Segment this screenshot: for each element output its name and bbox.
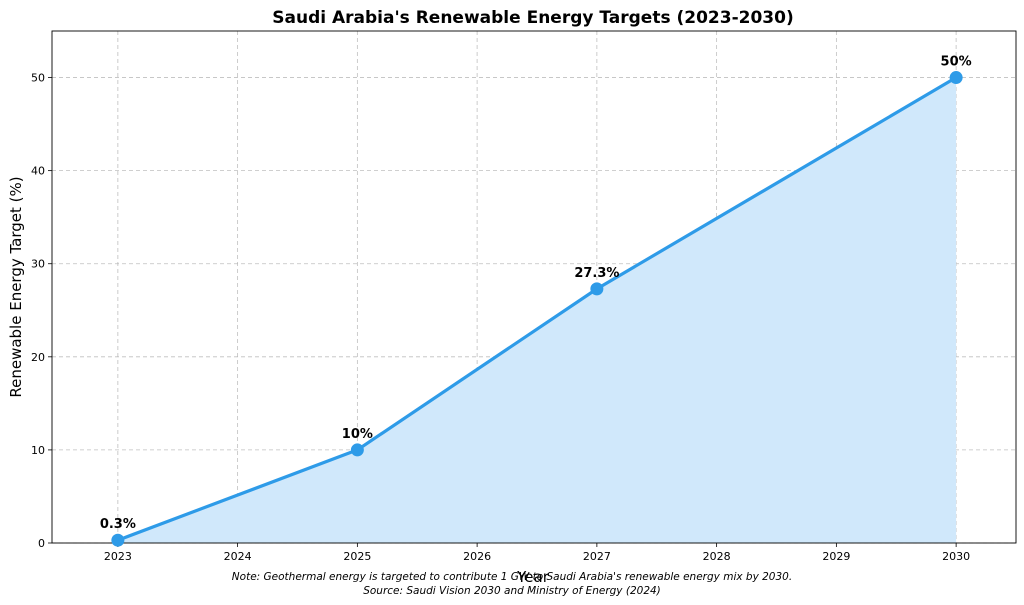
y-tick-label: 50 (31, 72, 45, 85)
area-layer (117, 77, 957, 543)
y-tick-label: 0 (38, 537, 45, 550)
y-tick-label: 40 (31, 165, 45, 178)
plot-border (51, 30, 1017, 544)
plot-frame (51, 30, 1017, 544)
data-point (111, 533, 125, 547)
y-tick-label: 10 (31, 444, 45, 457)
data-point (949, 71, 963, 85)
data-point (350, 443, 364, 457)
chart-title: Saudi Arabia's Renewable Energy Targets … (272, 8, 793, 28)
x-tick-label: 2029 (822, 550, 850, 563)
note-text: Note: Geothermal energy is targeted to c… (232, 571, 792, 583)
x-tick-label: 2026 (463, 550, 491, 563)
series-line (116, 75, 958, 542)
x-tick-label: 2027 (583, 550, 611, 563)
series-layer (111, 71, 963, 547)
data-point (590, 282, 604, 296)
data-label: 0.3% (100, 517, 136, 532)
area-fill (117, 77, 957, 543)
x-tick-label: 2030 (942, 550, 970, 563)
x-tick-label: 2028 (703, 550, 731, 563)
y-tick-label: 20 (31, 351, 45, 364)
data-label: 10% (342, 427, 373, 442)
x-tick-label: 2024 (224, 550, 252, 563)
x-axis-label: Year (516, 568, 550, 586)
y-tick-label: 30 (31, 258, 45, 271)
x-tick-label: 2023 (104, 550, 132, 563)
x-tick-label: 2025 (343, 550, 371, 563)
source-text: Source: Saudi Vision 2030 and Ministry o… (363, 585, 661, 597)
data-label: 27.3% (574, 266, 619, 281)
data-labels: 0.3% 10% 27.3% 50% (100, 55, 972, 533)
y-axis-label: Renewable Energy Target (%) (7, 176, 25, 397)
axis-ticks: 2023 2024 2025 2026 2027 2028 2029 203001020304… (31, 72, 970, 563)
data-label: 50% (941, 55, 972, 70)
